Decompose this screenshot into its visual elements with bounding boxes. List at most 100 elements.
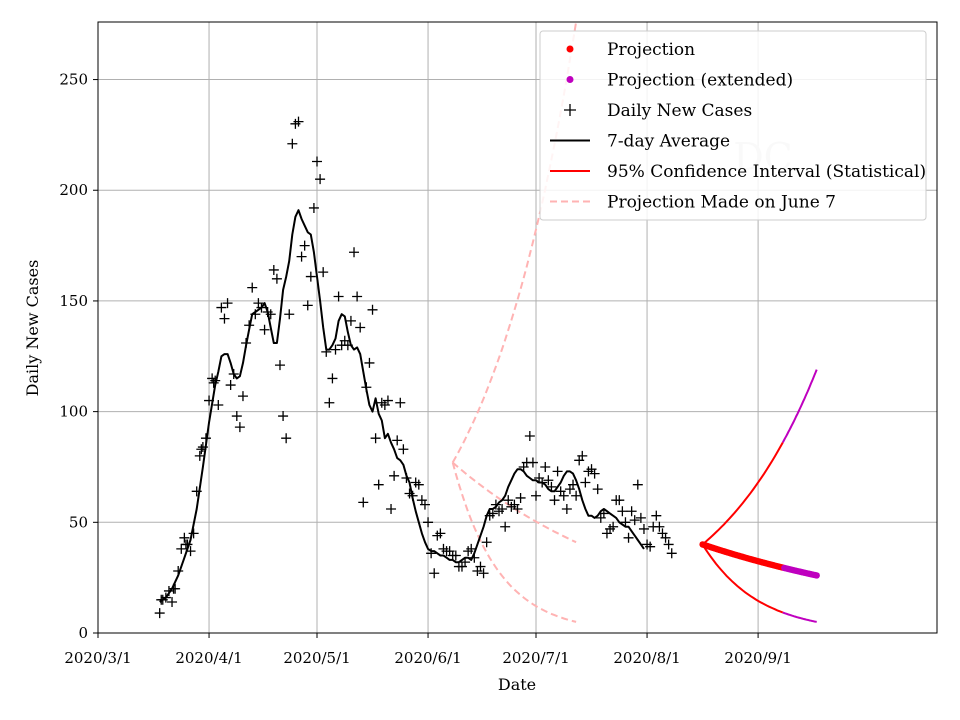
daily-case-point — [577, 450, 588, 461]
daily-case-point — [389, 470, 400, 481]
daily-case-point — [296, 251, 307, 262]
daily-case-point — [194, 450, 205, 461]
daily-case-point — [540, 461, 551, 472]
daily-case-point — [580, 477, 591, 488]
legend-label: Projection (extended) — [607, 71, 793, 91]
daily-case-point — [478, 568, 489, 579]
seven-day-average — [159, 209, 645, 603]
daily-case-point — [475, 561, 486, 572]
daily-case-point — [312, 156, 323, 167]
daily-case-point — [321, 346, 332, 357]
daily-case-point — [327, 373, 338, 384]
daily-case-point — [287, 138, 298, 149]
daily-case-point — [361, 382, 372, 393]
daily-case-point — [278, 411, 289, 422]
daily-case-point — [367, 304, 378, 315]
daily-case-point — [330, 344, 341, 355]
legend-label: 7-day Average — [607, 132, 730, 152]
x-tick-label: 2020/3/1 — [64, 649, 131, 667]
daily-case-point — [614, 495, 625, 506]
daily-case-point — [222, 298, 233, 309]
daily-case-point — [543, 475, 554, 486]
daily-case-point — [318, 267, 329, 278]
legend-handle — [566, 76, 574, 83]
seven-day-average-line — [159, 209, 645, 603]
legend-box — [539, 30, 927, 221]
daily-case-point — [537, 477, 548, 488]
daily-case-point — [228, 368, 239, 379]
daily-case-point — [626, 506, 637, 517]
x-tick-label: 2020/9/1 — [724, 649, 791, 667]
daily-case-point — [500, 521, 511, 532]
daily-case-point — [167, 597, 178, 608]
daily-case-point — [176, 543, 187, 554]
legend-label: Daily New Cases — [607, 101, 752, 121]
y-tick-label: 100 — [59, 403, 88, 421]
daily-case-point — [435, 528, 446, 539]
daily-case-point — [592, 484, 603, 495]
daily-case-point — [299, 240, 310, 251]
legend: Projection Projection (extended) Daily New… — [539, 30, 927, 221]
daily-case-point — [281, 433, 292, 444]
daily-case-point — [315, 174, 326, 185]
legend-handle — [564, 104, 576, 116]
x-tick-label: 2020/8/1 — [613, 649, 680, 667]
daily-case-point — [660, 532, 671, 543]
daily-case-point — [173, 566, 184, 577]
daily-case-point — [617, 506, 628, 517]
daily-case-point — [170, 583, 181, 594]
daily-case-point — [182, 539, 193, 550]
daily-case-point — [490, 499, 501, 510]
daily-case-point — [234, 422, 245, 433]
daily-case-point — [355, 322, 366, 333]
daily-case-point — [386, 504, 397, 515]
legend-label: 95% Confidence Interval (Statistical) — [607, 162, 926, 182]
daily-case-point — [651, 510, 662, 521]
daily-case-point — [210, 375, 221, 386]
ci-upper-line — [701, 442, 784, 546]
daily-case-point — [349, 247, 360, 258]
daily-case-point — [632, 479, 643, 490]
daily-case-point — [231, 411, 242, 422]
daily-case-point — [163, 585, 174, 596]
daily-case-point — [308, 202, 319, 213]
daily-case-point — [373, 479, 384, 490]
daily-case-point — [589, 468, 600, 479]
daily-case-point — [426, 548, 437, 559]
daily-case-point — [635, 512, 646, 523]
daily-case-point — [608, 521, 619, 532]
daily-case-point — [392, 435, 403, 446]
daily-case-point — [620, 517, 631, 528]
y-axis-ticks: 0 50 100 150 200 250 — [59, 71, 98, 642]
y-tick-label: 250 — [59, 71, 88, 89]
legend-label: Projection Made on June 7 — [607, 193, 836, 213]
daily-case-point — [219, 313, 230, 324]
daily-case-point — [250, 309, 261, 320]
daily-case-point — [469, 552, 480, 563]
daily-case-point — [413, 479, 424, 490]
legend-label: Projection — [607, 40, 695, 60]
daily-case-point — [568, 479, 579, 490]
daily-case-point — [407, 490, 418, 501]
daily-case-point — [497, 504, 508, 515]
daily-case-point — [429, 568, 440, 579]
daily-case-point — [305, 271, 316, 282]
daily-case-point — [654, 521, 665, 532]
daily-case-point — [154, 608, 165, 619]
ci-upper-extended-line — [781, 369, 818, 443]
daily-case-point — [352, 291, 363, 302]
daily-case-point — [284, 309, 295, 320]
daily-case-point — [546, 481, 557, 492]
daily-case-point — [515, 492, 526, 503]
daily-case-point — [512, 504, 523, 515]
daily-case-point — [558, 490, 569, 501]
daily-case-point — [196, 444, 207, 455]
daily-case-point — [527, 457, 538, 468]
daily-case-point — [293, 116, 304, 127]
daily-case-point — [638, 523, 649, 534]
daily-case-point — [247, 282, 258, 293]
daily-case-point — [241, 337, 252, 348]
daily-case-point — [185, 546, 196, 557]
daily-case-point — [200, 433, 211, 444]
daily-case-point — [571, 490, 582, 501]
